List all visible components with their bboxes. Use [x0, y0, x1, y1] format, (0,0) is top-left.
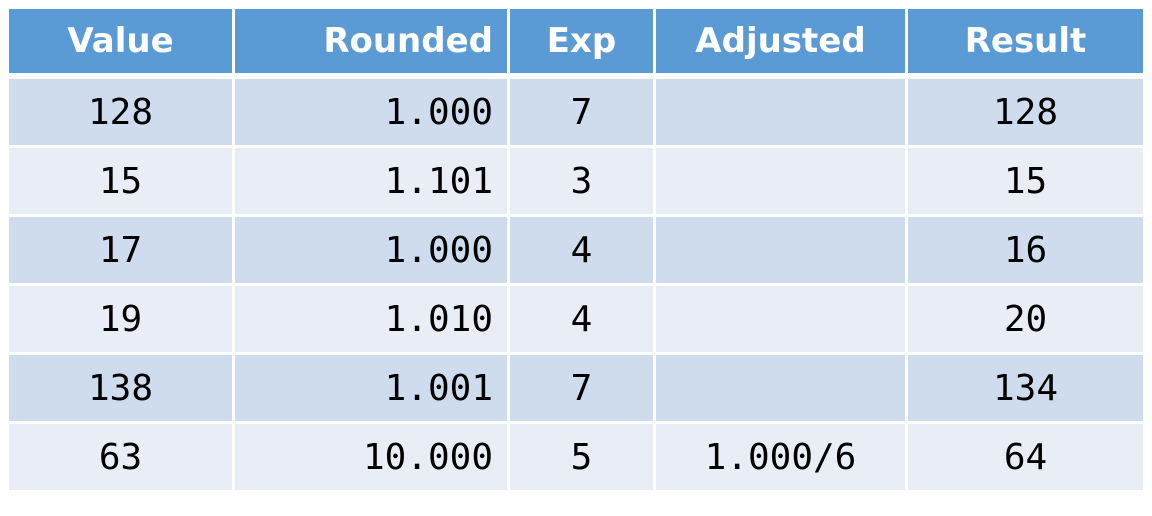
table-row: 138 1.001 7 134 [6, 352, 1146, 424]
cell-rounded: 1.101 [232, 145, 510, 217]
cell-result: 128 [905, 74, 1146, 148]
cell-adjusted [653, 145, 908, 217]
cell-adjusted [653, 214, 908, 286]
cell-rounded: 1.001 [232, 352, 510, 424]
cell-adjusted [653, 74, 908, 148]
cell-result: 15 [905, 145, 1146, 217]
cell-result: 134 [905, 352, 1146, 424]
rounding-table-container: Value Rounded Exp Adjusted Result 128 1.… [6, 6, 1146, 493]
cell-rounded: 1.010 [232, 283, 510, 355]
header-exp: Exp [507, 6, 656, 79]
cell-value: 15 [6, 145, 235, 217]
cell-adjusted: 1.000/6 [653, 421, 908, 493]
cell-exp: 7 [507, 352, 656, 424]
table-row: 17 1.000 4 16 [6, 214, 1146, 286]
table-row: 19 1.010 4 20 [6, 283, 1146, 355]
header-rounded: Rounded [232, 6, 510, 79]
cell-value: 138 [6, 352, 235, 424]
table-row: 63 10.000 5 1.000/6 64 [6, 421, 1146, 493]
header-value: Value [6, 6, 235, 79]
cell-rounded: 1.000 [232, 74, 510, 148]
cell-adjusted [653, 352, 908, 424]
cell-exp: 7 [507, 74, 656, 148]
cell-result: 64 [905, 421, 1146, 493]
cell-value: 128 [6, 74, 235, 148]
table-row: 128 1.000 7 128 [6, 74, 1146, 148]
cell-exp: 4 [507, 283, 656, 355]
cell-result: 20 [905, 283, 1146, 355]
cell-rounded: 10.000 [232, 421, 510, 493]
header-adjusted: Adjusted [653, 6, 908, 79]
cell-exp: 3 [507, 145, 656, 217]
cell-value: 63 [6, 421, 235, 493]
cell-value: 19 [6, 283, 235, 355]
rounding-table: Value Rounded Exp Adjusted Result 128 1.… [6, 6, 1146, 493]
table-row: 15 1.101 3 15 [6, 145, 1146, 217]
header-row: Value Rounded Exp Adjusted Result [6, 6, 1146, 79]
table-header: Value Rounded Exp Adjusted Result [6, 6, 1146, 79]
cell-adjusted [653, 283, 908, 355]
table-body: 128 1.000 7 128 15 1.101 3 15 17 1.000 4… [6, 74, 1146, 493]
header-result: Result [905, 6, 1146, 79]
cell-value: 17 [6, 214, 235, 286]
cell-exp: 5 [507, 421, 656, 493]
cell-exp: 4 [507, 214, 656, 286]
cell-rounded: 1.000 [232, 214, 510, 286]
cell-result: 16 [905, 214, 1146, 286]
